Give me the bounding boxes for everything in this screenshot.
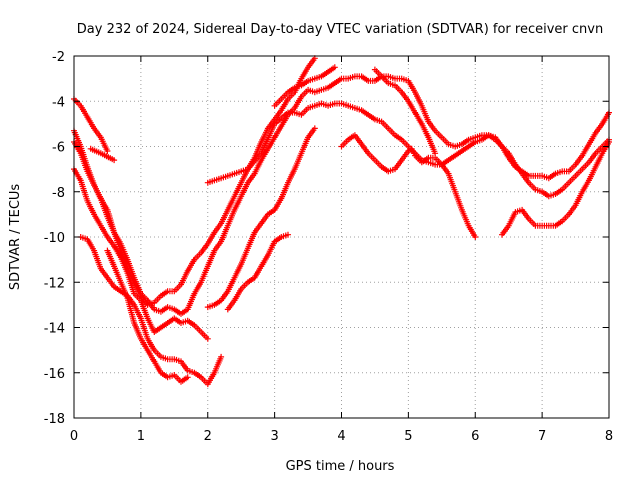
y-tick-label: -16 [44,367,65,382]
series-track-l [338,132,479,240]
axis-ticks: 0 1 2 3 4 5 6 7 8 -18 -16 -14 -12 -10 -8 -6 -4 -2 [44,50,613,444]
series-track-i [204,125,318,311]
y-tick-label: -18 [44,412,65,427]
data-series [71,55,612,388]
series-track-b [87,145,118,164]
y-tick-label: -8 [52,186,65,201]
series-markers [204,125,318,311]
y-tick-label: -14 [44,322,65,337]
x-tick-label: 4 [337,429,345,444]
y-tick-label: -10 [44,231,65,246]
series-track-c [71,55,318,308]
x-tick-label: 2 [204,429,212,444]
series-markers [338,132,479,240]
x-tick-label: 8 [605,429,613,444]
chart-title: Day 232 of 2024, Sidereal Day-to-day VTE… [77,22,603,37]
series-markers [77,234,225,388]
series-markers [271,64,338,109]
series-markers [371,66,439,157]
y-axis-label: SDTVAR / TECUs [8,184,23,291]
series-track-m [371,66,439,157]
y-tick-label: -4 [52,95,65,110]
series-markers [71,55,318,308]
series-track-f [77,234,225,388]
x-tick-label: 6 [471,429,479,444]
series-track-n [499,139,612,238]
series-track-g [104,247,191,385]
x-tick-label: 0 [70,429,78,444]
y-tick-label: -12 [44,276,65,291]
series-markers [224,231,291,313]
series-track-j [224,231,291,313]
x-tick-label: 3 [270,429,278,444]
y-tick-label: -2 [52,50,65,65]
x-tick-label: 1 [137,429,145,444]
x-tick-label: 7 [538,429,546,444]
series-markers [87,145,118,164]
x-tick-label: 5 [404,429,412,444]
series-markers [499,139,612,238]
y-tick-label: -6 [52,141,65,156]
series-markers [104,247,191,385]
series-track-k [271,64,338,109]
x-axis-label: GPS time / hours [286,459,395,474]
